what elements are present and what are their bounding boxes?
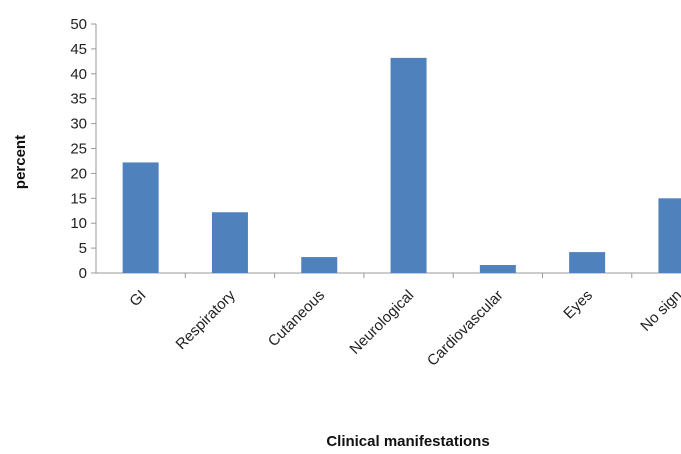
x-category-label: Respiratory — [173, 286, 240, 353]
x-category-label: No sign — [637, 287, 681, 335]
bar-gi — [122, 162, 159, 273]
x-category-label: GI — [126, 287, 149, 310]
y-axis-ticks: 0 5 10 15 20 25 30 35 40 45 50 — [70, 16, 96, 282]
y-tick-label: 10 — [70, 215, 87, 232]
y-tick-label: 15 — [70, 190, 87, 207]
bar-eyes — [569, 252, 606, 273]
y-axis-title: percent — [12, 135, 29, 189]
y-tick-label: 30 — [70, 116, 87, 133]
y-tick-label: 40 — [70, 66, 87, 83]
x-category-label: Neurological — [346, 287, 417, 358]
bar-neurological — [390, 57, 427, 273]
x-axis-title: Clinical manifestations — [326, 433, 489, 450]
y-tick-label: 5 — [79, 240, 87, 257]
y-tick-label: 25 — [70, 141, 87, 158]
y-tick-label: 0 — [79, 265, 87, 282]
y-tick-label: 20 — [70, 165, 87, 182]
y-tick-label: 50 — [70, 16, 87, 33]
y-tick-label: 45 — [70, 41, 87, 58]
bar-cutaneous — [301, 257, 338, 273]
bar-no-sign — [658, 198, 681, 273]
x-category-label: Cutaneous — [265, 287, 328, 350]
bars — [122, 57, 681, 273]
axes — [95, 24, 681, 278]
x-category-label: Eyes — [560, 287, 596, 323]
x-axis-labels: GI Respiratory Cutaneous Neurological Cardio… — [126, 286, 681, 369]
y-tick-label: 35 — [70, 91, 87, 108]
x-category-label: Cardiovascular — [424, 287, 507, 370]
bar-cardiovascular — [479, 265, 516, 273]
bar-respiratory — [211, 212, 248, 273]
